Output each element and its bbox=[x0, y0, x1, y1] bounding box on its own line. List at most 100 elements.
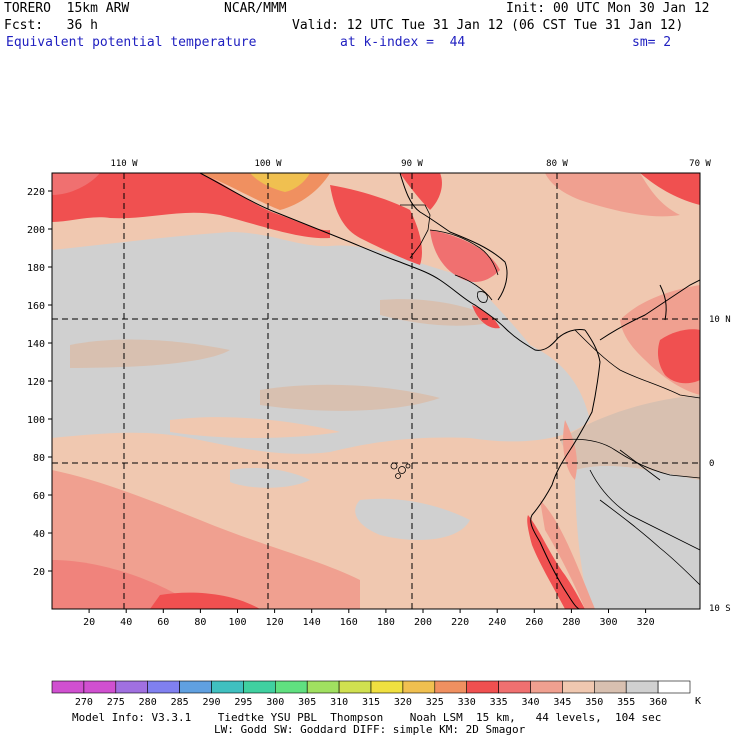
colorbar-label: 330 bbox=[458, 697, 476, 708]
y-tick-label: 80 bbox=[33, 453, 45, 464]
y-tick-label: 120 bbox=[27, 377, 45, 388]
field-red-south bbox=[150, 592, 260, 609]
colorbar-label: 270 bbox=[75, 697, 93, 708]
x-tick-label: 100 bbox=[228, 617, 246, 628]
colorbar-swatch bbox=[179, 680, 212, 694]
colorbar-swatch bbox=[402, 680, 436, 694]
model-info-line1: Model Info: V3.3.1 Tiedtke YSU PBL Thomp… bbox=[72, 711, 662, 724]
lon-label-90w: 90 W bbox=[401, 159, 423, 169]
y-tick-label: 20 bbox=[33, 567, 45, 578]
colorbar-label: 340 bbox=[521, 697, 539, 708]
field-name: Equivalent potential temperature bbox=[6, 35, 257, 50]
field-patch-4 bbox=[380, 299, 500, 326]
field-red-guatemala bbox=[330, 185, 422, 265]
field-red-caribbean bbox=[640, 173, 700, 205]
y-tick-label: 60 bbox=[33, 491, 45, 502]
x-tick-label: 20 bbox=[83, 617, 95, 628]
colorbar-label: 300 bbox=[266, 697, 284, 708]
x-tick-label: 120 bbox=[266, 617, 284, 628]
field-red-costa-rica bbox=[472, 305, 500, 329]
level-index: at k-index = 44 bbox=[340, 35, 466, 50]
x-axis: 20 40 60 80 100 120 140 160 180 200 220 240 260 280 30… bbox=[83, 609, 655, 628]
x-tick-label: 240 bbox=[488, 617, 506, 628]
x-tick-label: 320 bbox=[637, 617, 655, 628]
x-tick-label: 140 bbox=[303, 617, 321, 628]
x-tick-label: 220 bbox=[451, 617, 469, 628]
colorbar-swatch bbox=[434, 680, 467, 694]
country-borders bbox=[400, 204, 700, 586]
y-tick-label: 200 bbox=[27, 225, 45, 236]
colorbar-swatch bbox=[370, 680, 404, 694]
colorbar-swatch bbox=[498, 680, 531, 694]
colorbar-swatch bbox=[625, 680, 659, 694]
y-tick-label: 140 bbox=[27, 339, 45, 350]
field-red-venezuela bbox=[657, 329, 700, 384]
y-axis: 20 40 60 80 100 120 140 160 180 200 220 bbox=[27, 187, 52, 578]
x-tick-label: 80 bbox=[194, 617, 206, 628]
colorbar-swatch bbox=[51, 680, 85, 694]
colorbar-label: 360 bbox=[649, 697, 667, 708]
y-tick-label: 160 bbox=[27, 301, 45, 312]
colorbar-swatch bbox=[338, 680, 372, 694]
longitude-labels: 110 W 100 W 90 W 80 W 70 W bbox=[110, 159, 711, 169]
colorbar-swatch bbox=[243, 680, 276, 694]
y-tick-label: 100 bbox=[27, 415, 45, 426]
colorbar-swatch bbox=[562, 680, 595, 694]
x-tick-label: 200 bbox=[414, 617, 432, 628]
colorbar-swatch bbox=[593, 680, 627, 694]
lon-label-100w: 100 W bbox=[254, 159, 282, 169]
colorbar-label: 305 bbox=[298, 697, 316, 708]
lon-label-110w: 110 W bbox=[110, 159, 138, 169]
x-tick-label: 180 bbox=[377, 617, 395, 628]
field-red-yucatan bbox=[400, 173, 442, 210]
colorbar-label: 285 bbox=[171, 697, 189, 708]
y-tick-label: 220 bbox=[27, 187, 45, 198]
field-red-nw-corner bbox=[52, 173, 100, 195]
colorbar-label: 335 bbox=[490, 697, 508, 708]
colorbar-swatch bbox=[147, 680, 180, 694]
field-yellow-mexico bbox=[250, 173, 310, 192]
x-tick-label: 280 bbox=[562, 617, 580, 628]
colorbar-label: 295 bbox=[234, 697, 252, 708]
field-red-honduras bbox=[430, 230, 500, 282]
colorbar-label: 275 bbox=[107, 697, 125, 708]
colorbar-swatch bbox=[657, 680, 691, 694]
field-salmon-peru bbox=[540, 500, 595, 609]
lat-label-0: 0 bbox=[709, 459, 714, 469]
lake-nicaragua bbox=[477, 291, 488, 303]
colorbar-swatch bbox=[306, 680, 340, 694]
colorbar-label: 345 bbox=[553, 697, 571, 708]
field-patch-1 bbox=[70, 339, 230, 368]
lat-label-10s: 10 S bbox=[709, 604, 731, 614]
field-red-mexico bbox=[52, 173, 330, 239]
field-salmon-caribbean bbox=[545, 173, 680, 217]
valid-time: Valid: 12 UTC Tue 31 Jan 12 (06 CST Tue … bbox=[292, 18, 684, 33]
field-tan-colombia bbox=[560, 395, 700, 480]
field-grey-region bbox=[52, 232, 590, 454]
center-name: NCAR/MMM bbox=[224, 1, 287, 16]
colorbar-swatch bbox=[530, 680, 563, 694]
field-grey-south-2 bbox=[230, 468, 310, 488]
colorbar-swatch bbox=[466, 680, 499, 694]
field-grey-south bbox=[355, 498, 470, 540]
x-tick-label: 300 bbox=[599, 617, 617, 628]
colorbar-unit: K bbox=[695, 696, 701, 707]
theta-e-field bbox=[52, 173, 700, 609]
field-patch-3 bbox=[170, 417, 340, 438]
field-grey-amazon bbox=[575, 465, 700, 609]
colorbar-swatch bbox=[115, 680, 149, 694]
latitude-labels: 10 N 0 10 S bbox=[709, 315, 731, 614]
colorbar: 270 275 280 285 290 295 300 305 310 315 320 325 330 3… bbox=[51, 680, 691, 708]
lon-label-70w: 70 W bbox=[689, 159, 711, 169]
colorbar-swatch bbox=[211, 680, 244, 694]
y-tick-label: 180 bbox=[27, 263, 45, 274]
field-patch-2 bbox=[260, 384, 440, 411]
init-time: Init: 00 UTC Mon 30 Jan 12 bbox=[506, 1, 710, 16]
colorbar-label: 350 bbox=[585, 697, 603, 708]
x-tick-label: 40 bbox=[120, 617, 132, 628]
colorbar-label: 320 bbox=[394, 697, 412, 708]
colorbar-label: 290 bbox=[202, 697, 220, 708]
colorbar-swatch bbox=[83, 680, 117, 694]
gridlines bbox=[52, 173, 700, 609]
